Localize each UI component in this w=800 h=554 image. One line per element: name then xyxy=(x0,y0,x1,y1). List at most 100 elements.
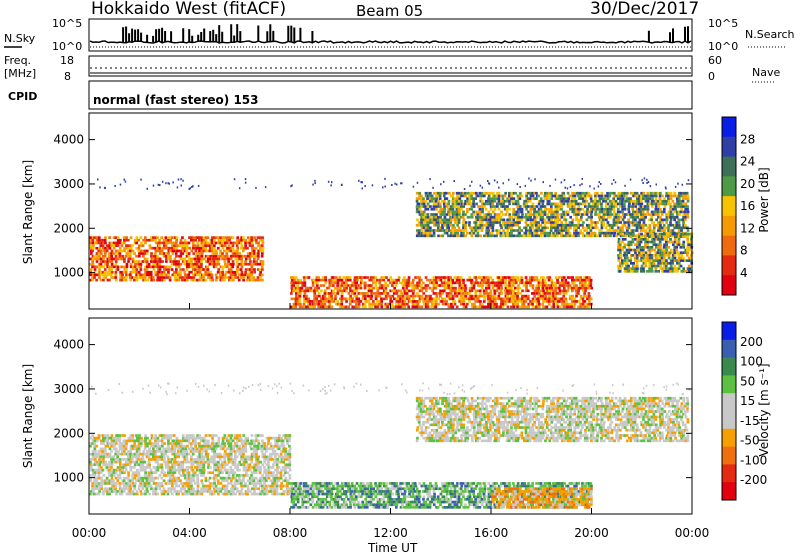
power-cell xyxy=(529,218,533,222)
power-cell xyxy=(242,254,245,258)
power-cell xyxy=(653,226,656,230)
power-cell xyxy=(137,260,141,263)
power-cell xyxy=(435,300,438,303)
power-cell xyxy=(636,207,639,211)
power-cell xyxy=(579,302,583,306)
power-cell xyxy=(158,241,161,245)
power-cell xyxy=(602,234,606,238)
velocity-cell xyxy=(123,450,126,453)
power-cell xyxy=(550,194,554,198)
power-cell xyxy=(104,262,107,266)
power-cell xyxy=(447,281,450,285)
power-cell xyxy=(305,305,308,309)
power-cell xyxy=(495,194,499,198)
power-cell xyxy=(92,246,95,250)
power-cell xyxy=(169,238,173,242)
power-cell xyxy=(214,249,218,253)
power-cell xyxy=(145,260,149,263)
power-cell xyxy=(525,281,528,285)
power-cell xyxy=(231,254,235,258)
power-cell xyxy=(684,218,687,222)
power-cell xyxy=(673,215,676,219)
power-cell xyxy=(315,276,319,279)
power-cell xyxy=(95,278,98,282)
power-cell xyxy=(608,226,612,230)
power-cell xyxy=(461,213,465,216)
power-cell xyxy=(137,249,141,253)
power-cell xyxy=(451,294,455,298)
power-cell xyxy=(554,197,558,200)
power-cell xyxy=(196,254,200,258)
power-cell xyxy=(407,276,411,279)
power-cell xyxy=(93,273,97,277)
power-cell xyxy=(200,236,203,239)
power-cell xyxy=(638,199,641,203)
power-cell xyxy=(393,286,396,290)
power-cell xyxy=(93,268,97,271)
power-cell xyxy=(631,221,635,224)
power-cell xyxy=(567,226,570,230)
power-cell xyxy=(131,249,135,253)
velocity-cell xyxy=(154,482,158,485)
power-cell xyxy=(625,226,629,230)
power-cell xyxy=(573,278,577,282)
power-cell xyxy=(183,276,187,279)
velocity-cell xyxy=(98,458,101,461)
power-cell xyxy=(426,202,430,206)
power-cell xyxy=(560,199,564,203)
power-cell xyxy=(248,257,252,261)
power-cell xyxy=(162,246,165,250)
power-cell xyxy=(104,241,107,245)
power-cell xyxy=(349,300,352,303)
power-cell xyxy=(569,286,572,290)
power-cell xyxy=(95,260,99,263)
power-cell xyxy=(485,281,489,285)
power-cell xyxy=(255,241,258,245)
power-cell xyxy=(304,286,308,290)
power-cell xyxy=(495,289,499,293)
velocity-cell xyxy=(156,442,160,445)
power-cell xyxy=(531,231,535,235)
power-cell xyxy=(529,281,532,285)
power-cell xyxy=(89,268,93,271)
power-cell xyxy=(378,292,382,295)
power-cell xyxy=(385,297,388,301)
power-cell xyxy=(644,213,647,216)
power-cell xyxy=(422,221,426,224)
power-cell xyxy=(361,292,365,295)
power-cell xyxy=(173,257,177,261)
power-cell xyxy=(447,286,451,290)
power-cell xyxy=(610,213,614,216)
velocity-cell xyxy=(99,447,103,451)
velocity-cell xyxy=(122,479,126,483)
power-cell xyxy=(533,205,537,208)
velocity-cell xyxy=(104,482,107,485)
power-cell xyxy=(575,202,578,206)
velocity-cell xyxy=(160,463,164,467)
velocity-cell xyxy=(95,482,99,485)
power-cell xyxy=(552,226,556,230)
power-cell xyxy=(133,268,137,271)
power-cell xyxy=(420,229,424,232)
power-cell xyxy=(499,278,503,282)
power-cell xyxy=(566,213,570,216)
velocity-cell xyxy=(114,458,118,461)
power-cell xyxy=(435,194,438,198)
power-cell xyxy=(342,276,346,279)
power-cell xyxy=(441,221,444,224)
power-cell xyxy=(420,205,424,208)
power-cell xyxy=(556,292,559,295)
power-cell xyxy=(259,276,263,279)
power-cell xyxy=(627,218,630,222)
power-cell xyxy=(677,254,681,257)
velocity-cell xyxy=(146,436,149,440)
power-cell xyxy=(108,257,111,261)
power-cell xyxy=(462,294,466,298)
power-cell xyxy=(565,292,568,295)
power-cell xyxy=(569,215,572,219)
velocity-cell xyxy=(124,468,128,472)
power-cell xyxy=(508,278,511,282)
power-cell xyxy=(137,273,140,277)
power-cell xyxy=(449,292,453,295)
power-cell xyxy=(472,294,476,298)
